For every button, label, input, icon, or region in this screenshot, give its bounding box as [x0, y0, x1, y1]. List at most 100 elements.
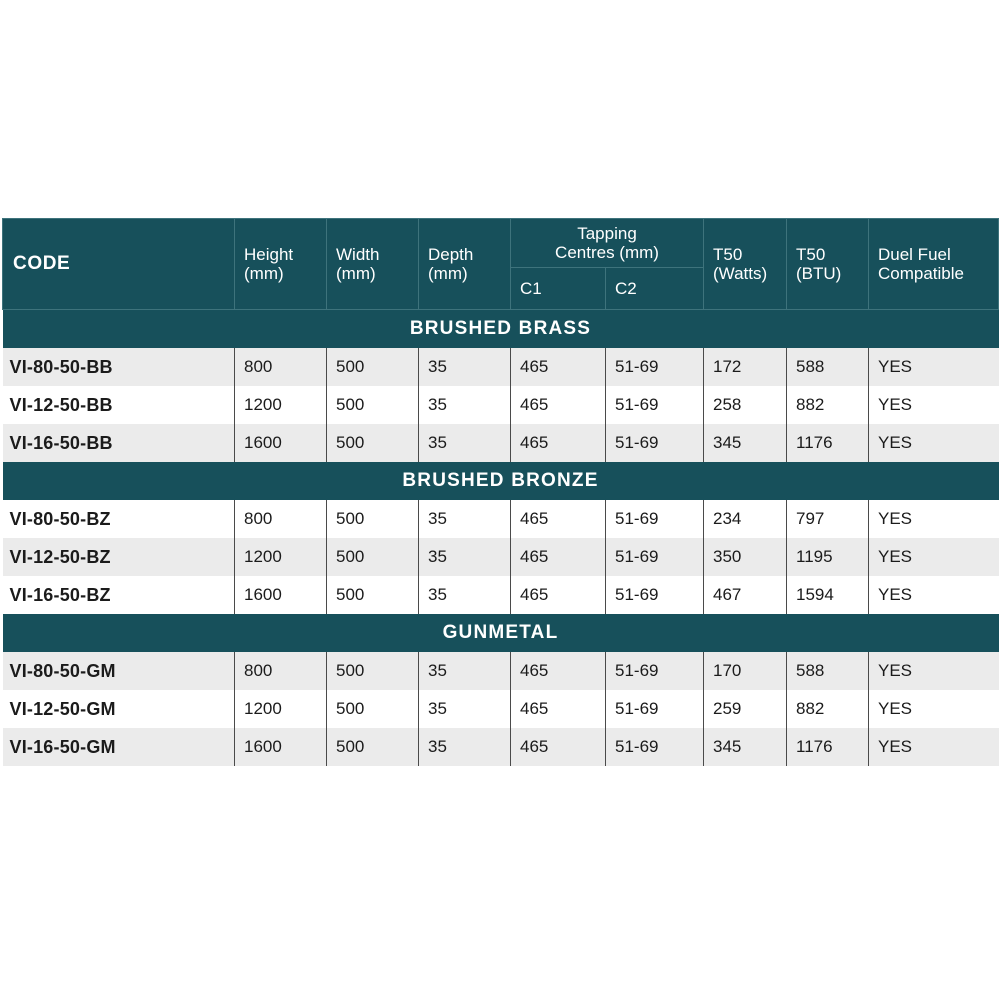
table-row: VI-80-50-BB 800 500 35 465 51-69 172 588 YES — [2, 348, 999, 386]
cell-depth: 35 — [418, 386, 511, 424]
cell-code: VI-12-50-BZ — [2, 538, 235, 576]
cell-duel: YES — [868, 424, 999, 462]
cell-width: 500 — [326, 500, 419, 538]
cell-code: VI-12-50-GM — [2, 690, 235, 728]
cell-c2: 51-69 — [605, 576, 704, 614]
cell-c1: 465 — [510, 652, 606, 690]
cell-duel: YES — [868, 576, 999, 614]
column-header-t50-btu: T50 (BTU) — [786, 218, 869, 310]
column-header-width: Width (mm) — [326, 218, 419, 310]
cell-width: 500 — [326, 728, 419, 766]
cell-c1: 465 — [510, 538, 606, 576]
cell-height: 800 — [234, 348, 327, 386]
cell-btu: 882 — [786, 386, 869, 424]
cell-height: 1600 — [234, 576, 327, 614]
table-row: VI-16-50-BB 1600 500 35 465 51-69 345 1176 YES — [2, 424, 999, 462]
cell-watts: 172 — [703, 348, 787, 386]
cell-watts: 234 — [703, 500, 787, 538]
cell-watts: 258 — [703, 386, 787, 424]
cell-c2: 51-69 — [605, 348, 704, 386]
column-header-duel-fuel-compatible: Duel Fuel Compatible — [868, 218, 999, 310]
cell-watts: 170 — [703, 652, 787, 690]
cell-depth: 35 — [418, 424, 511, 462]
cell-depth: 35 — [418, 500, 511, 538]
cell-width: 500 — [326, 348, 419, 386]
header-row-sub: C1 C2 — [3, 267, 999, 310]
section-title: BRUSHED BRASS — [2, 309, 999, 348]
cell-width: 500 — [326, 424, 419, 462]
section-band-row: BRUSHED BRONZE — [2, 462, 999, 500]
cell-code: VI-80-50-BZ — [2, 500, 235, 538]
table-row: VI-12-50-BZ 1200 500 35 465 51-69 350 1195 YES — [2, 538, 999, 576]
table-row: VI-80-50-GM 800 500 35 465 51-69 170 588 YES — [2, 652, 999, 690]
cell-width: 500 — [326, 538, 419, 576]
cell-depth: 35 — [418, 690, 511, 728]
cell-height: 800 — [234, 652, 327, 690]
cell-height: 1200 — [234, 538, 327, 576]
column-header-depth-line2: (mm) — [428, 264, 468, 283]
cell-code: VI-16-50-BB — [2, 424, 235, 462]
cell-code: VI-80-50-BB — [2, 348, 235, 386]
table-header: CODE Height (mm) Width (mm) Depth (mm) — [2, 218, 999, 310]
column-header-code: CODE — [2, 218, 235, 310]
cell-btu: 882 — [786, 690, 869, 728]
cell-duel: YES — [868, 386, 999, 424]
column-header-tapping-line2: Centres (mm) — [555, 243, 659, 262]
cell-duel: YES — [868, 538, 999, 576]
column-header-height-line1: Height — [244, 244, 294, 264]
cell-c1: 465 — [510, 576, 606, 614]
cell-width: 500 — [326, 652, 419, 690]
cell-btu: 1176 — [786, 728, 869, 766]
cell-depth: 35 — [418, 538, 511, 576]
cell-width: 500 — [326, 690, 419, 728]
column-header-t50-btu-line2: (BTU) — [796, 264, 842, 283]
cell-btu: 797 — [786, 500, 869, 538]
cell-height: 1200 — [234, 690, 327, 728]
column-header-t50-watts-line1: T50 — [713, 244, 743, 264]
table-row: VI-12-50-GM 1200 500 35 465 51-69 259 882 YES — [2, 690, 999, 728]
specification-table: CODE Height (mm) Width (mm) Depth (mm) — [2, 218, 999, 766]
cell-height: 1600 — [234, 728, 327, 766]
cell-duel: YES — [868, 500, 999, 538]
column-header-height-line2: (mm) — [244, 264, 284, 283]
table-row: VI-16-50-GM 1600 500 35 465 51-69 345 1176 YES — [2, 728, 999, 766]
column-header-depth: Depth (mm) — [418, 218, 511, 310]
cell-c2: 51-69 — [605, 728, 704, 766]
column-header-height: Height (mm) — [234, 218, 327, 310]
cell-c1: 465 — [510, 386, 606, 424]
cell-btu: 588 — [786, 348, 869, 386]
cell-code: VI-12-50-BB — [2, 386, 235, 424]
cell-c2: 51-69 — [605, 652, 704, 690]
cell-btu: 1594 — [786, 576, 869, 614]
column-header-t50-btu-line1: T50 — [796, 244, 826, 264]
cell-c1: 465 — [510, 424, 606, 462]
column-header-duel-fuel-line1: Duel Fuel — [878, 244, 951, 264]
cell-watts: 345 — [703, 728, 787, 766]
cell-btu: 1195 — [786, 538, 869, 576]
cell-watts: 345 — [703, 424, 787, 462]
cell-width: 500 — [326, 386, 419, 424]
header-row-main: CODE Height (mm) Width (mm) Depth (mm) — [2, 218, 999, 310]
cell-watts: 259 — [703, 690, 787, 728]
table-row: VI-16-50-BZ 1600 500 35 465 51-69 467 1594 YES — [2, 576, 999, 614]
cell-height: 1200 — [234, 386, 327, 424]
column-header-duel-fuel-line2: Compatible — [878, 264, 964, 283]
cell-c1: 465 — [510, 690, 606, 728]
cell-c1: 465 — [510, 500, 606, 538]
cell-btu: 588 — [786, 652, 869, 690]
column-header-c1: C1 — [510, 267, 606, 310]
cell-c2: 51-69 — [605, 500, 704, 538]
cell-code: VI-80-50-GM — [2, 652, 235, 690]
column-header-depth-line1: Depth — [428, 244, 474, 264]
section-title: BRUSHED BRONZE — [2, 462, 999, 500]
specification-table-container: CODE Height (mm) Width (mm) Depth (mm) — [2, 218, 999, 766]
table-body: BRUSHED BRASS VI-80-50-BB 800 500 35 465 51-69… — [2, 309, 999, 766]
table-row: VI-12-50-BB 1200 500 35 465 51-69 258 882 YES — [2, 386, 999, 424]
column-header-width-line2: (mm) — [336, 264, 376, 283]
cell-btu: 1176 — [786, 424, 869, 462]
cell-code: VI-16-50-BZ — [2, 576, 235, 614]
cell-watts: 350 — [703, 538, 787, 576]
section-title: GUNMETAL — [2, 614, 999, 652]
cell-c2: 51-69 — [605, 538, 704, 576]
section-band-row: BRUSHED BRASS — [2, 309, 999, 348]
